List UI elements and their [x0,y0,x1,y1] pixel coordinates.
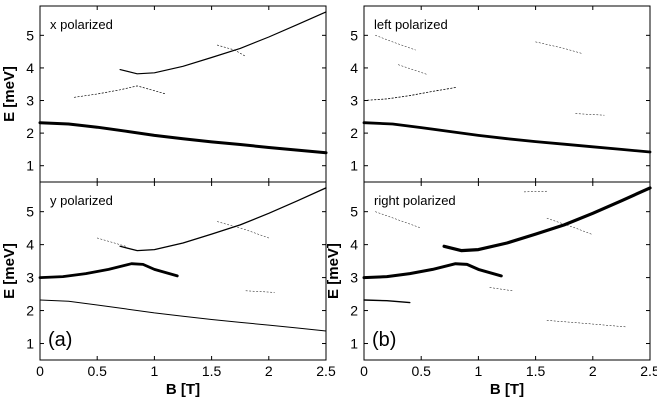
panel-label: left polarized [374,17,448,32]
series-line-8 [489,287,513,292]
panel-4: 1 2 3 4 5 0 0.5 1 1.5 2 2.5 right polarized (b) E [me… [325,181,657,398]
y-tick-label: 4 [26,60,34,76]
y-tick-label: 2 [26,303,34,319]
x-axis-label: B [T] [490,381,524,398]
x-tick-label: 0 [36,363,44,379]
series-line-2 [73,85,167,98]
y-tick-label: 3 [350,93,358,109]
series-line-1 [362,262,503,280]
y-tick-label: 2 [350,125,358,141]
series-line-6 [535,41,582,54]
series-line-6 [245,290,275,293]
x-tick-label: 1.5 [526,363,546,379]
y-tick-label: 5 [26,27,34,43]
series-line-6 [546,218,594,235]
x-tick-label: 2 [589,363,597,379]
panel-label: x polarized [50,17,113,32]
y-tick-label: 2 [350,303,358,319]
panel-frame [363,5,651,183]
y-tick-label: 3 [26,270,34,286]
y-axis-label: E [meV] [1,243,18,299]
series-line-4 [217,44,247,57]
x-tick-label: 0.5 [411,363,431,379]
x-axis-label: B [T] [166,381,200,398]
series-line-7 [546,320,628,328]
y-tick-label: 4 [350,237,358,253]
x-tick-label: 1 [151,363,159,379]
series-line-4 [96,237,127,247]
series-line-3 [39,299,327,332]
series-line-1 [38,262,179,280]
y-tick-label: 4 [26,237,34,253]
x-tick-label: 1 [475,363,483,379]
x-tick-label: 2.5 [640,363,657,379]
y-tick-label: 1 [26,158,34,174]
x-tick-label: 1.5 [202,363,222,379]
panel-2: 1 2 3 4 5 left polarized [350,5,652,183]
x-tick-label: 0 [360,363,368,379]
series-line-5 [523,190,548,193]
series-line-4 [398,64,428,75]
y-tick-label: 4 [350,60,358,76]
series-line-2 [363,87,456,101]
series-line-2 [119,187,327,252]
y-tick-label: 3 [26,93,34,109]
y-tick-label: 5 [350,27,358,43]
panel-frame [39,5,327,183]
y-tick-label: 1 [350,158,358,174]
series-line-1 [38,121,328,155]
series-line-5 [217,221,270,239]
series-line-3 [119,11,327,75]
panel-1: 1 2 3 4 5 x polarized E [meV] [1,5,328,183]
series-line-2 [442,186,652,253]
panel-label: right polarized [374,193,456,208]
panel-3: 1 2 3 4 5 0 0.5 1 1.5 2 2.5 y polarized (a) E [meV] B … [1,181,336,398]
y-tick-label: 2 [26,125,34,141]
panel-frame [39,181,327,361]
y-tick-label: 5 [350,204,358,220]
series-line-5 [575,113,605,116]
x-tick-label: 2 [265,363,273,379]
y-tick-label: 1 [350,336,358,352]
series-line-3 [375,35,416,51]
corner-label: (b) [372,329,396,351]
panel-label: y polarized [50,193,113,208]
corner-label: (a) [48,329,72,351]
y-axis-label: E [meV] [1,66,18,122]
y-axis-label: E [meV] [325,243,342,299]
y-tick-label: 3 [350,270,358,286]
x-tick-label: 2.5 [316,363,336,379]
series-line-4 [375,211,422,229]
series-line-1 [362,121,652,154]
x-tick-label: 0.5 [87,363,107,379]
panel-frame [363,181,651,361]
y-tick-label: 1 [26,336,34,352]
series-line-3 [363,299,411,304]
y-tick-label: 5 [26,204,34,220]
